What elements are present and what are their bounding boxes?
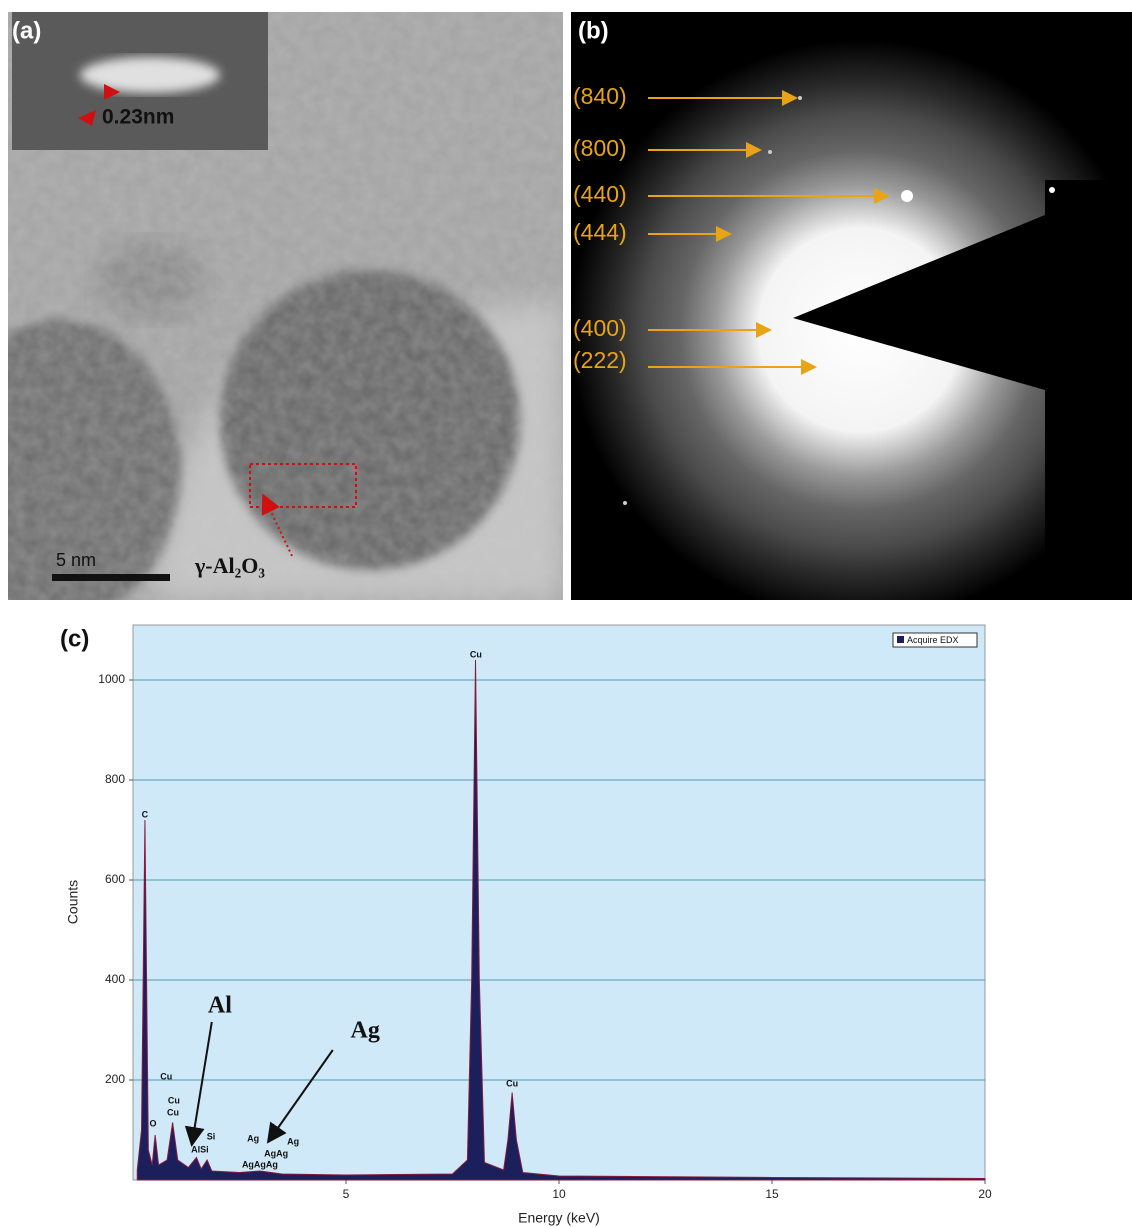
ring-label: (440)	[573, 181, 627, 207]
ring-label: (840)	[573, 83, 627, 109]
panel-label: (c)	[60, 625, 89, 652]
annotation-label: Ag	[350, 1018, 379, 1044]
spot	[623, 501, 627, 505]
spot	[901, 190, 913, 202]
peak-label: AlSi	[191, 1144, 209, 1154]
ring-label: (800)	[573, 135, 627, 161]
x-tick-label: 10	[552, 1187, 566, 1201]
x-tick-label: 20	[978, 1187, 992, 1201]
peak-label: Ag	[247, 1133, 259, 1143]
peak-label: Cu	[167, 1107, 179, 1117]
panel-b: (840) (800) (440) (444) (400) (222) (b)	[570, 12, 1132, 620]
peak-label: Cu	[168, 1095, 180, 1105]
y-tick-label: 400	[105, 972, 125, 986]
panel-a: 0.23nm γ-Al₂O₃ 5 nm (a)	[0, 12, 563, 620]
y-tick-label: 600	[105, 872, 125, 886]
phase-label: γ-Al₂O₃	[194, 553, 265, 578]
spot	[1049, 187, 1055, 193]
y-tick-label: 200	[105, 1072, 125, 1086]
peak-label: AgAgAg	[242, 1159, 278, 1169]
y-tick-label: 1000	[98, 672, 125, 686]
peak-label: C	[142, 809, 149, 819]
x-tick-label: 15	[765, 1187, 779, 1201]
panel-label: (a)	[12, 17, 41, 44]
panel-label: (b)	[578, 17, 609, 44]
y-tick-label: 800	[105, 772, 125, 786]
annotation-label: Al	[208, 993, 232, 1019]
ring-label: (222)	[573, 347, 627, 373]
cutoff	[1045, 180, 1132, 600]
peak-label: Si	[207, 1131, 216, 1141]
peak-label: Cu	[506, 1078, 518, 1088]
spot	[768, 150, 772, 154]
peak-label: Cu	[470, 649, 482, 659]
peak-label: Cu	[160, 1071, 172, 1081]
x-axis-title: Energy (keV)	[518, 1210, 600, 1226]
y-axis-title: Counts	[65, 880, 81, 924]
figure: 0.23nm γ-Al₂O₃ 5 nm (a) (840) (800) (440…	[0, 0, 1132, 1227]
scale-bar	[52, 574, 170, 581]
inset-label: 0.23nm	[102, 106, 174, 129]
ring-label: (444)	[573, 219, 627, 245]
legend-label: Acquire EDX	[907, 635, 959, 645]
ring-label: (400)	[573, 315, 627, 341]
legend-swatch	[897, 636, 904, 643]
inset-fringe	[80, 57, 220, 93]
spot	[798, 96, 802, 100]
peak-label: O	[150, 1118, 157, 1128]
peak-label: Ag	[287, 1136, 299, 1146]
peak-label: AgAg	[264, 1148, 288, 1158]
scale-label: 5 nm	[56, 550, 96, 570]
x-tick-label: 5	[343, 1187, 350, 1201]
plot-area	[133, 625, 985, 1180]
